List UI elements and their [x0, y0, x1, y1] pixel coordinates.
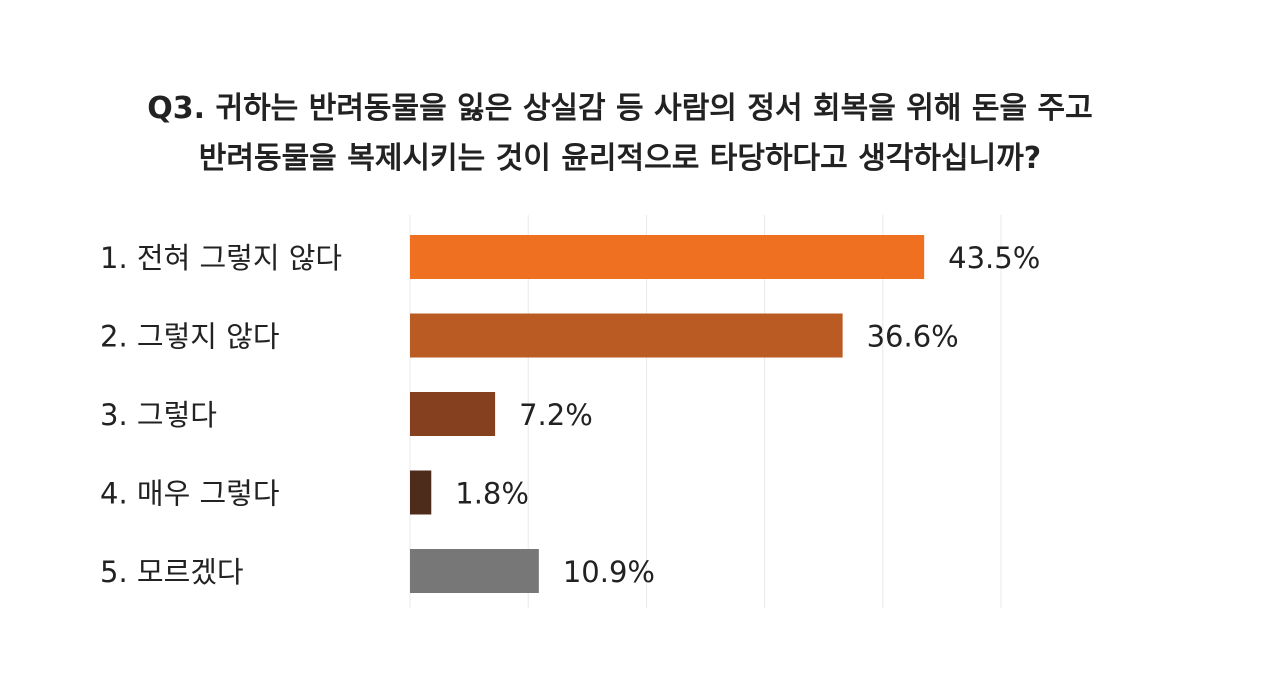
- category-label: 4. 매우 그렇다: [100, 477, 280, 511]
- bar: [410, 235, 925, 279]
- chart-title-line-2: 반려동물을 복제시키는 것이 윤리적으로 타당하다고 생각하십니까?: [198, 141, 1042, 176]
- value-label: 1.8%: [455, 477, 529, 511]
- bar: [410, 549, 539, 593]
- bar: [410, 392, 496, 436]
- bar: [410, 313, 843, 358]
- chart-title-line-1: Q3. 귀하는 반려동물을 잃은 상실감 등 사람의 정서 회복을 위해 돈을 …: [147, 91, 1093, 126]
- value-label: 10.9%: [563, 555, 655, 589]
- chart-title: Q3. 귀하는 반려동물을 잃은 상실감 등 사람의 정서 회복을 위해 돈을 …: [0, 84, 1240, 184]
- bar: [410, 470, 432, 515]
- category-label: 2. 그렇지 않다: [100, 320, 280, 354]
- category-label: 3. 그렇다: [100, 398, 217, 432]
- category-label: 1. 전혀 그렇지 않다: [100, 241, 342, 275]
- value-label: 43.5%: [948, 241, 1040, 275]
- value-label: 36.6%: [867, 320, 959, 354]
- value-label: 7.2%: [519, 398, 593, 432]
- category-label: 5. 모르겠다: [100, 555, 244, 589]
